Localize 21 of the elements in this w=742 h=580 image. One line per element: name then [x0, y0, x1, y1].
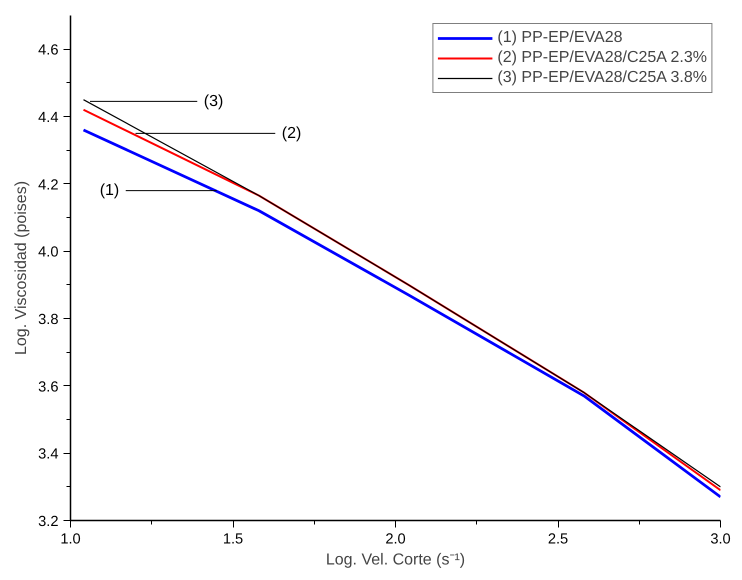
x-tick-label: 2.0	[385, 532, 406, 548]
y-tick-label: 3.2	[38, 514, 58, 530]
legend-label: (2) PP-EP/EVA28/C25A 2.3%	[497, 49, 707, 67]
y-tick-label: 3.6	[38, 379, 58, 396]
annotation: (3)	[204, 92, 224, 110]
legend-label: (1) PP-EP/EVA28	[497, 29, 622, 47]
legend-label: (3) PP-EP/EVA28/C25A 3.8%	[497, 69, 707, 87]
x-tick-label: 1.0	[60, 532, 81, 548]
y-tick-label: 4.6	[38, 42, 58, 59]
annotation: (2)	[282, 124, 302, 142]
y-tick-label: 3.8	[38, 312, 58, 328]
x-axis-title: Log. Vel. Corte (s⁻¹)	[326, 552, 466, 568]
annotation: (1)	[100, 182, 120, 200]
x-tick-label: 1.5	[222, 532, 244, 548]
y-tick-label: 4.2	[38, 177, 58, 194]
x-tick-label: 2.5	[548, 532, 568, 548]
y-axis-title: Log. Viscosidad (poises)	[13, 180, 30, 356]
y-tick-label: 3.4	[38, 446, 58, 463]
y-tick-label: 4.4	[38, 110, 58, 126]
x-tick-label: 3.0	[710, 532, 731, 548]
y-tick-label: 4.0	[38, 244, 58, 261]
